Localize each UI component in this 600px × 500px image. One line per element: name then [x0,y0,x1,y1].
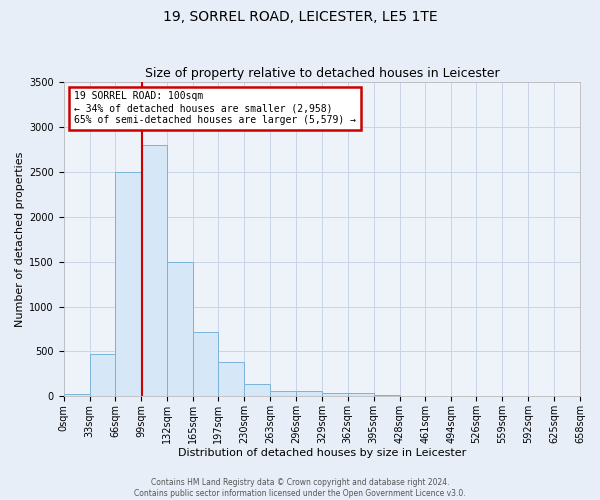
Bar [244,384,270,396]
Text: Contains HM Land Registry data © Crown copyright and database right 2024.
Contai: Contains HM Land Registry data © Crown c… [134,478,466,498]
Text: 19, SORREL ROAD, LEICESTER, LE5 1TE: 19, SORREL ROAD, LEICESTER, LE5 1TE [163,10,437,24]
Text: 19 SORREL ROAD: 100sqm
← 34% of detached houses are smaller (2,958)
65% of semi-: 19 SORREL ROAD: 100sqm ← 34% of detached… [74,92,356,124]
Bar [374,394,400,396]
Bar [218,362,244,396]
Bar [89,354,115,397]
Bar [193,332,218,396]
Bar [64,394,89,396]
X-axis label: Distribution of detached houses by size in Leicester: Distribution of detached houses by size … [178,448,466,458]
Bar [167,262,193,396]
Bar [270,392,296,396]
Bar [115,172,142,396]
Y-axis label: Number of detached properties: Number of detached properties [15,152,25,327]
Bar [296,392,322,396]
Bar [348,393,374,396]
Bar [142,145,167,397]
Bar [322,392,348,396]
Title: Size of property relative to detached houses in Leicester: Size of property relative to detached ho… [145,66,499,80]
